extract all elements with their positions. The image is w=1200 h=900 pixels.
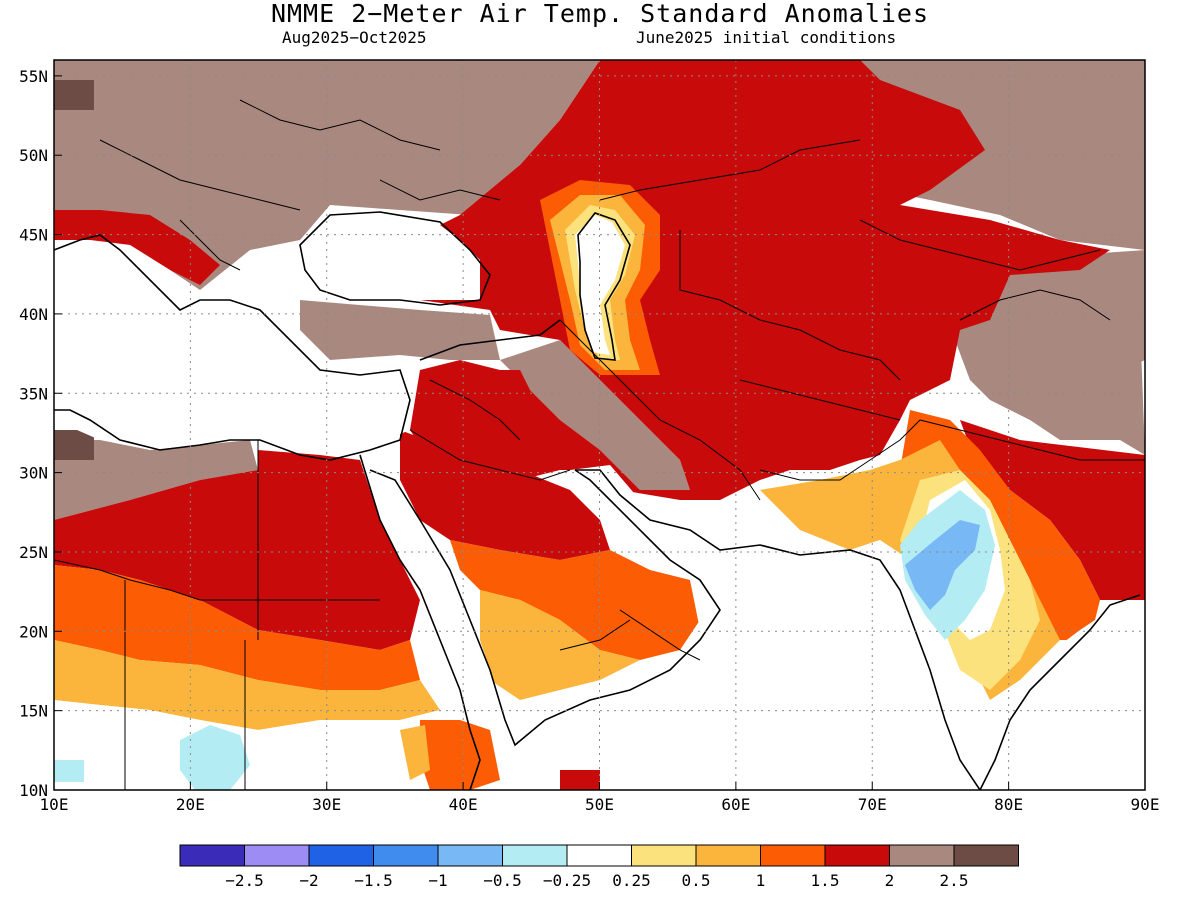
lon-tick-label: 80E [994, 795, 1023, 814]
legend-swatch [824, 844, 890, 867]
legend-swatch [953, 844, 1019, 867]
legend-swatch [631, 844, 697, 867]
lat-tick-label: 45N [19, 226, 48, 245]
lat-tick-label: 10N [19, 781, 48, 800]
forecast-period: Aug2025−Oct2025 [282, 28, 427, 47]
white-mediterranean [54, 240, 410, 450]
brown-region-libya [54, 440, 258, 520]
lat-tick-label: 20N [19, 622, 48, 641]
legend-swatch [889, 844, 955, 867]
lon-tick-label: 60E [721, 795, 750, 814]
legend-swatch [308, 844, 374, 867]
lat-tick-label: 50N [19, 146, 48, 165]
lon-axis: 10E 20E 30E 40E 50E 60E 70E 80E 90E [40, 782, 1160, 814]
legend-label: −1.5 [354, 871, 393, 890]
legend-label: 0.5 [682, 871, 711, 890]
legend-label: 1 [756, 871, 766, 890]
lat-tick-label: 25N [19, 543, 48, 562]
brown-region-turkey [300, 300, 500, 360]
country-borders [54, 99, 1145, 790]
dark-red-central [330, 60, 1110, 500]
lon-tick-label: 90E [1131, 795, 1160, 814]
blue-india [905, 520, 980, 610]
anomaly-field [54, 60, 1145, 790]
orange-yemen [420, 720, 500, 790]
lat-tick-label: 35N [19, 384, 48, 403]
legend-label: −1 [428, 871, 447, 890]
orange-arabia [450, 540, 700, 660]
dark-brown-patch-2 [54, 430, 94, 460]
grid-lines [54, 60, 1145, 790]
legend-label: 2.5 [940, 871, 969, 890]
initial-conditions: June2025 initial conditions [636, 28, 897, 47]
legend-swatch [695, 844, 761, 867]
lat-axis: 10N 15N 20N 25N 30N 35N 40N 45N 50N 55N [19, 67, 62, 800]
lon-tick-label: 10E [40, 795, 69, 814]
light-blue-patch [54, 760, 84, 782]
legend-label: −0.5 [483, 871, 522, 890]
brown-region-iran [500, 340, 690, 490]
legend-label: −2 [299, 871, 318, 890]
light-orange-arabia [480, 590, 640, 700]
map-title: NMME 2−Meter Air Temp. Standard Anomalie… [270, 0, 930, 28]
legend-label: 0.25 [612, 871, 651, 890]
white-red-sea [370, 470, 510, 740]
white-bay-of-bengal [1000, 600, 1145, 790]
legend-swatch [373, 844, 439, 867]
legend-label: 2 [885, 871, 895, 890]
brown-region-tibet [955, 290, 1145, 455]
lon-tick-label: 70E [858, 795, 887, 814]
coastlines [54, 211, 1141, 790]
legend-swatch [437, 844, 503, 867]
legend-label: −0.25 [543, 871, 591, 890]
lon-tick-label: 40E [449, 795, 478, 814]
white-black-sea [300, 215, 480, 300]
lon-tick-label: 20E [176, 795, 205, 814]
legend-swatch [566, 844, 632, 867]
dark-red-arabia [400, 430, 610, 560]
lon-tick-label: 50E [585, 795, 614, 814]
white-africa-south [54, 700, 480, 790]
legend-swatch [760, 844, 826, 867]
white-arabian-sea [560, 540, 980, 790]
dark-brown-patch-1 [54, 80, 94, 110]
lat-tick-label: 30N [19, 464, 48, 483]
legend-swatch [244, 844, 310, 867]
orange-patch-1 [560, 770, 600, 790]
white-persian-gulf [570, 465, 660, 540]
orange-africa [54, 565, 420, 690]
legend-swatch [179, 844, 245, 867]
lat-tick-label: 55N [19, 67, 48, 86]
lon-tick-label: 30E [312, 795, 341, 814]
legend-label: −2.5 [225, 871, 264, 890]
lat-tick-label: 15N [19, 702, 48, 721]
light-orange-africa [54, 640, 440, 730]
legend-label: 1.5 [811, 871, 840, 890]
lat-tick-label: 40N [19, 305, 48, 324]
light-blue-africa [180, 725, 250, 790]
color-legend: −2.5 −2 −1.5 −1 −0.5 −0.25 0.25 0.5 1 1.5 2 2.5 [179, 844, 1019, 890]
dark-red-europe-edge [54, 210, 220, 285]
light-orange-yemen-edge [400, 725, 430, 780]
legend-swatch [502, 844, 568, 867]
dark-red-east [960, 420, 1145, 600]
